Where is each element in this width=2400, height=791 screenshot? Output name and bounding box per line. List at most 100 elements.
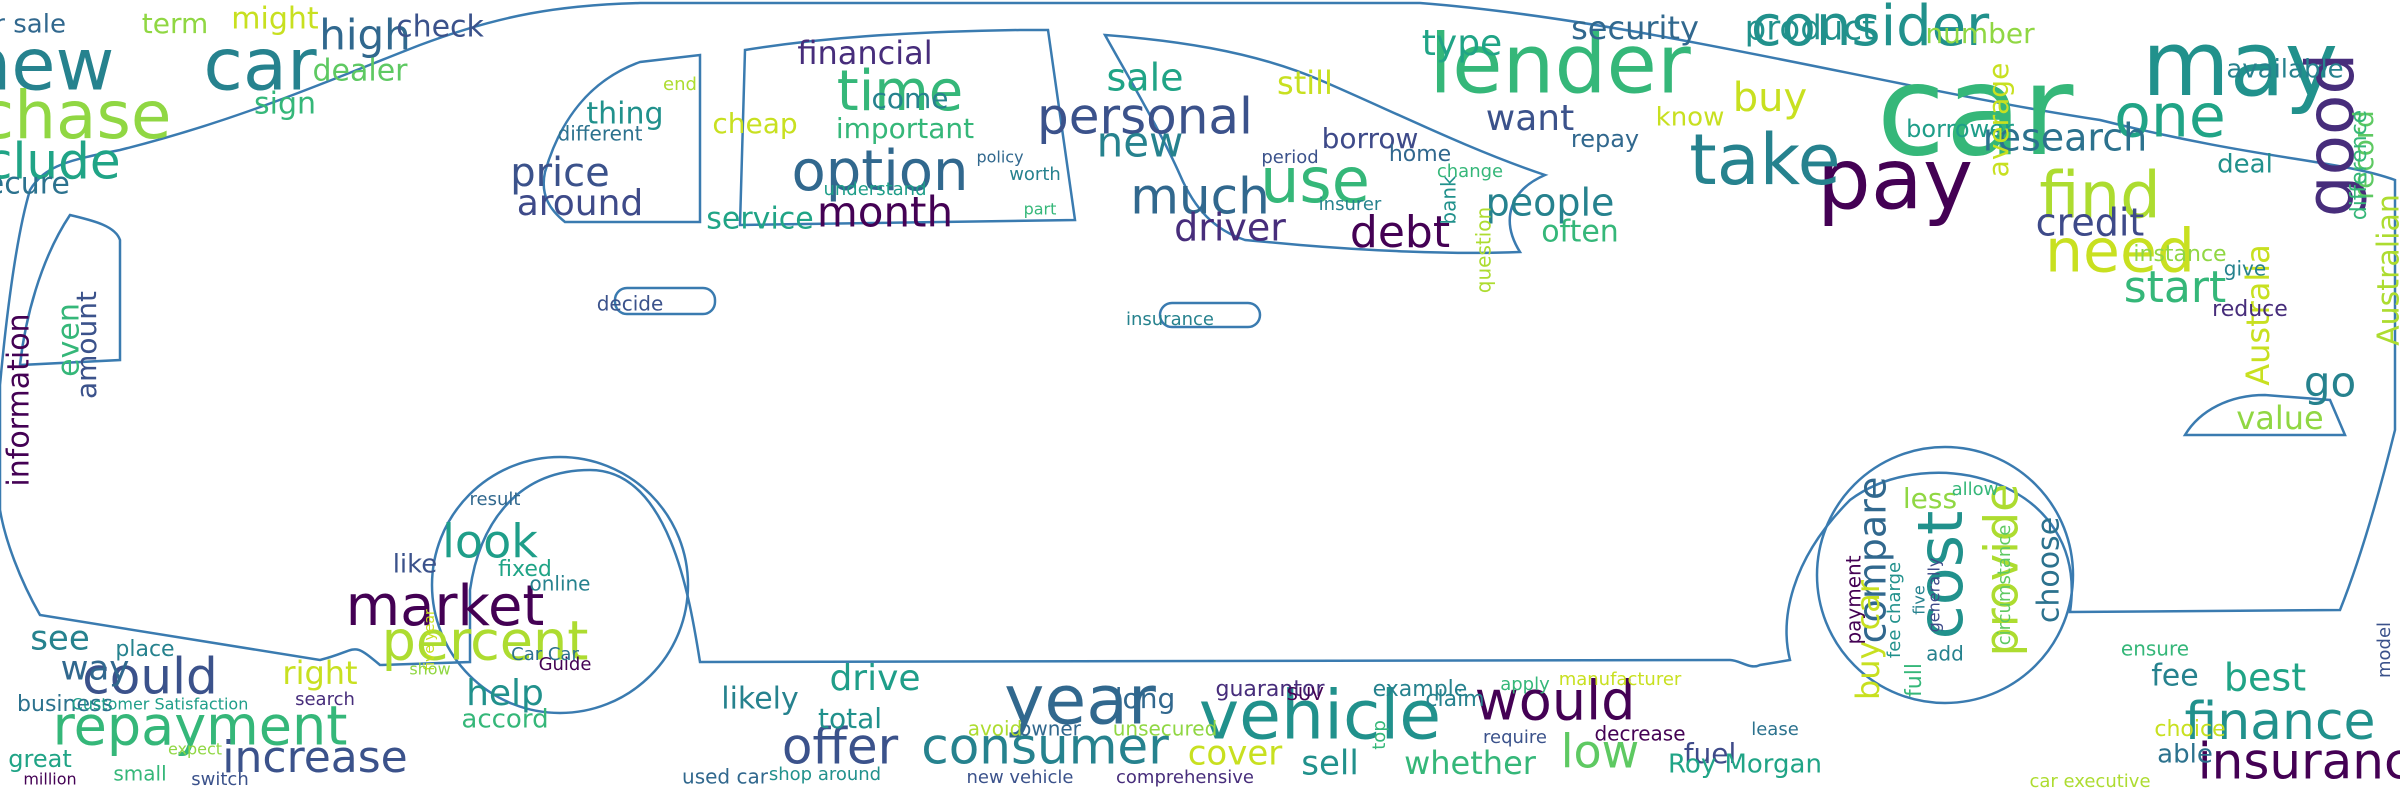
cloud-word: expect <box>168 740 222 759</box>
cloud-word: shop around <box>769 764 881 785</box>
cloud-word: question <box>1472 207 1496 293</box>
cloud-word: place <box>115 637 174 662</box>
cloud-word: car executive <box>2029 771 2150 791</box>
cloud-word: could <box>82 648 217 706</box>
cloud-word: credit <box>2036 201 2145 245</box>
cloud-word: great <box>8 745 71 773</box>
cloud-word: require <box>1483 727 1547 748</box>
cloud-word: result <box>470 489 521 510</box>
cloud-word: take <box>1689 119 1840 201</box>
cloud-word: cover <box>1188 734 1283 774</box>
cloud-word: decrease <box>1594 722 1685 746</box>
cloud-word: show <box>409 660 450 679</box>
cloud-word: new <box>1097 118 1184 167</box>
cloud-word: want <box>1486 98 1574 139</box>
cloud-word: use <box>1260 144 1370 217</box>
cloud-word: fixed <box>498 557 552 582</box>
cloud-word: consider <box>1751 0 1990 59</box>
cloud-word: claim <box>1425 687 1484 712</box>
cloud-word: Australian <box>2372 194 2400 346</box>
cloud-word: way <box>61 649 130 689</box>
cloud-word: Customer Satisfaction <box>72 695 249 714</box>
cloud-word: new vehicle <box>966 767 1073 788</box>
cloud-word: like <box>393 550 438 580</box>
cloud-word: often <box>1541 215 1619 250</box>
cloud-word: price <box>510 150 610 196</box>
cloud-word: policy <box>976 148 1023 167</box>
cloud-word: Australia <box>2239 244 2277 386</box>
rear-wheel-outline <box>1815 445 2075 705</box>
cloud-word: option <box>791 139 968 204</box>
door-handle-rear-outline <box>1158 301 1262 329</box>
cloud-word: buy car <box>1849 579 1887 700</box>
car-body-outline <box>0 1 2397 668</box>
cloud-word: deal <box>2217 150 2273 180</box>
rear-window-outline <box>1102 33 1549 255</box>
cloud-word: term <box>142 7 209 40</box>
cloud-word: car <box>1877 39 2074 184</box>
cloud-word: repay <box>1571 125 1639 153</box>
cloud-word: fee charge <box>1884 562 1905 658</box>
cloud-word: manufacturer <box>1559 669 1682 690</box>
cloud-word: driver <box>1174 206 1286 250</box>
cloud-word: insurance <box>2198 733 2400 791</box>
cloud-word: research <box>1983 116 2147 160</box>
cloud-word: even <box>52 303 87 377</box>
cloud-word: vehicle <box>1199 677 1441 756</box>
cloud-word: SUV <box>1287 684 1325 705</box>
cloud-word: unsecured <box>1113 717 1218 741</box>
cloud-word: would <box>1475 670 1636 733</box>
cloud-word: help <box>466 673 544 714</box>
cloud-word: avoid <box>968 717 1023 741</box>
cloud-word: percent <box>382 610 589 673</box>
cloud-word: part <box>1024 200 1057 219</box>
cloud-word: Car Car <box>511 644 579 665</box>
cloud-word: Guide <box>539 654 592 675</box>
cloud-word: payment <box>1842 555 1866 644</box>
cloud-word: ensure <box>2121 637 2189 661</box>
cloud-word: car sale <box>0 10 66 40</box>
cloud-word: guarantor <box>1216 677 1326 702</box>
cloud-word: small <box>113 762 166 786</box>
cloud-word: insurance <box>1126 309 1214 330</box>
cloud-word: amount <box>70 291 103 399</box>
cloud-word: cheap <box>712 107 797 140</box>
cloud-word: likely <box>721 682 799 717</box>
cloud-word: secure <box>0 167 70 202</box>
middle-window-outline <box>738 28 1077 227</box>
cloud-word: Roy Morgan <box>1668 750 1822 780</box>
cloud-word: high <box>319 11 411 60</box>
cloud-word: car <box>203 23 317 107</box>
front-window-outline <box>542 53 702 224</box>
cloud-word: apply <box>1500 674 1550 695</box>
cloud-word: borrower <box>1906 115 2014 143</box>
cloud-word: sale <box>1106 56 1183 100</box>
cloud-word: used car <box>682 765 769 789</box>
cloud-word: go <box>2304 358 2356 407</box>
cloud-word: financial <box>797 34 932 72</box>
cloud-word: decide <box>597 292 664 316</box>
cloud-word: offer <box>782 718 899 776</box>
cloud-word: circumstance <box>1994 525 2015 646</box>
cloud-word: much <box>1130 168 1270 226</box>
cloud-word: bank <box>1437 175 1461 225</box>
cloud-word: buy <box>1733 75 1807 121</box>
cloud-word: right <box>282 654 357 692</box>
cloud-word: available <box>2226 55 2343 85</box>
cloud-word: fuel <box>1684 737 1737 770</box>
cloud-word: online <box>529 572 590 596</box>
cloud-word: provide <box>1975 484 2029 657</box>
cloud-word: repayment <box>53 695 348 758</box>
cloud-word: switch <box>191 769 248 790</box>
cloud-word: less <box>1903 482 1957 515</box>
cloud-word: personal <box>1037 88 1253 146</box>
cloud-word: information <box>2 313 37 486</box>
cloud-word: service <box>706 202 813 237</box>
cloud-word: total <box>818 702 882 735</box>
cloud-word: give <box>2224 257 2266 281</box>
cloud-word: know <box>1656 103 1725 133</box>
cloud-word: type <box>1422 23 1502 64</box>
